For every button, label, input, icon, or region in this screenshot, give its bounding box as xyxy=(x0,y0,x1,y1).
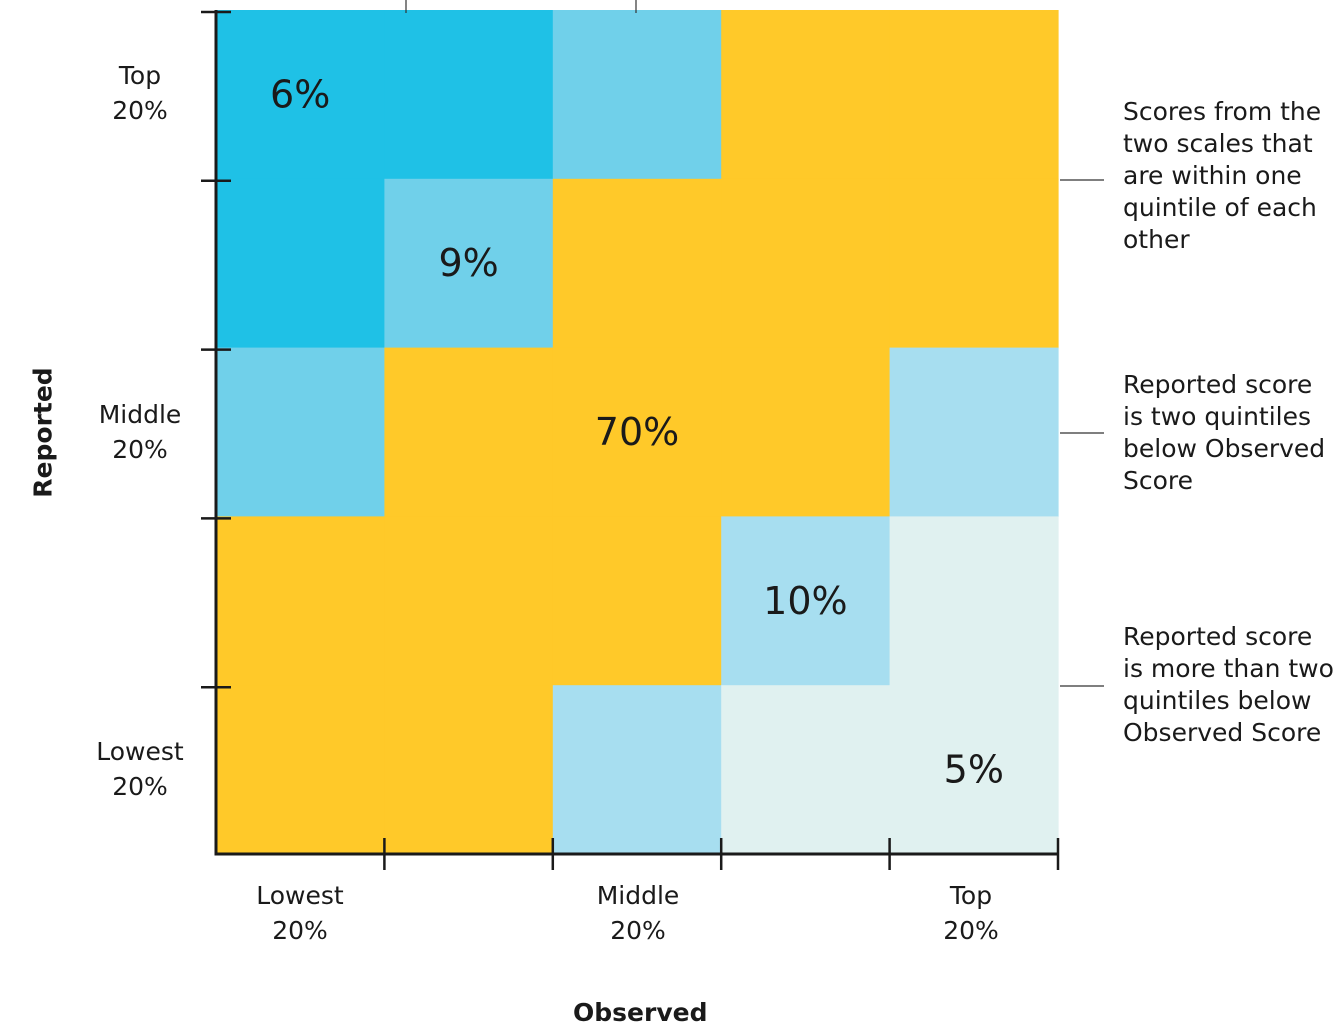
heatmap-cell-r1-c0 xyxy=(216,178,385,349)
heatmap-cell-r4-c3 xyxy=(721,685,891,855)
heatmap-cell-r2-c0 xyxy=(216,347,385,517)
heatmap-cell-r3-c4 xyxy=(889,516,1059,686)
heatmap-cells xyxy=(216,10,1059,855)
annotation-two-quintiles-below: Reported score is two quintiles below Ob… xyxy=(1123,370,1326,495)
annotation-within-one-quintile: Scores from the two scales that are with… xyxy=(1123,97,1322,254)
x-tick-label-top: Top 20% xyxy=(943,881,999,945)
y-axis-title: Reported xyxy=(28,367,58,498)
y-tick-label-top: Top 20% xyxy=(112,61,168,125)
heatmap-cell-r0-c1 xyxy=(384,10,554,180)
annotation-leaders xyxy=(405,0,1104,687)
cell-value-label: 10% xyxy=(763,579,847,623)
axes xyxy=(201,10,1060,870)
x-axis-title: Observed xyxy=(573,998,708,1027)
heatmap-cell-r4-c1 xyxy=(384,685,554,855)
annotation-more-than-two-quintiles-below: Reported score is more than two quintile… xyxy=(1123,622,1334,747)
cell-value-label: 9% xyxy=(438,241,498,285)
x-tick-label-middle: Middle 20% xyxy=(596,881,680,945)
heatmap-cell-r1-c2 xyxy=(552,178,722,349)
heatmap-cell-r1-c3 xyxy=(721,178,891,349)
heatmap-cell-r2-c2 xyxy=(552,347,722,517)
cell-value-label: 6% xyxy=(270,72,330,116)
heatmap-cell-r2-c1 xyxy=(384,347,554,517)
heatmap-cell-r1-c4 xyxy=(889,178,1059,349)
y-tick-label-lowest: Lowest 20% xyxy=(96,737,184,801)
heatmap-cell-r4-c0 xyxy=(216,685,385,855)
heatmap-cell-r4-c2 xyxy=(552,685,722,855)
heatmap-cell-r0-c3 xyxy=(721,10,891,180)
heatmap-cell-r0-c4 xyxy=(889,10,1059,180)
heatmap-cell-r2-c3 xyxy=(721,347,891,517)
cell-labels: 6% 9% 70% 10% 5% xyxy=(270,72,1004,791)
heatmap-cell-r0-c2 xyxy=(552,10,722,180)
heatmap-cell-r3-c3 xyxy=(721,516,891,686)
heatmap-cell-r2-c4 xyxy=(889,347,1059,517)
heatmap-cell-r3-c1 xyxy=(384,516,554,686)
heatmap-cell-r4-c4 xyxy=(889,685,1059,855)
heatmap-cell-r1-c1 xyxy=(384,178,554,349)
heatmap-cell-r0-c0 xyxy=(216,10,385,180)
cell-value-label: 70% xyxy=(595,410,679,454)
cell-value-label: 5% xyxy=(944,748,1004,792)
heatmap-cell-r3-c2 xyxy=(552,516,722,686)
x-tick-label-lowest: Lowest 20% xyxy=(256,881,344,945)
y-tick-label-middle: Middle 20% xyxy=(98,400,182,464)
heatmap-cell-r3-c0 xyxy=(216,516,385,686)
